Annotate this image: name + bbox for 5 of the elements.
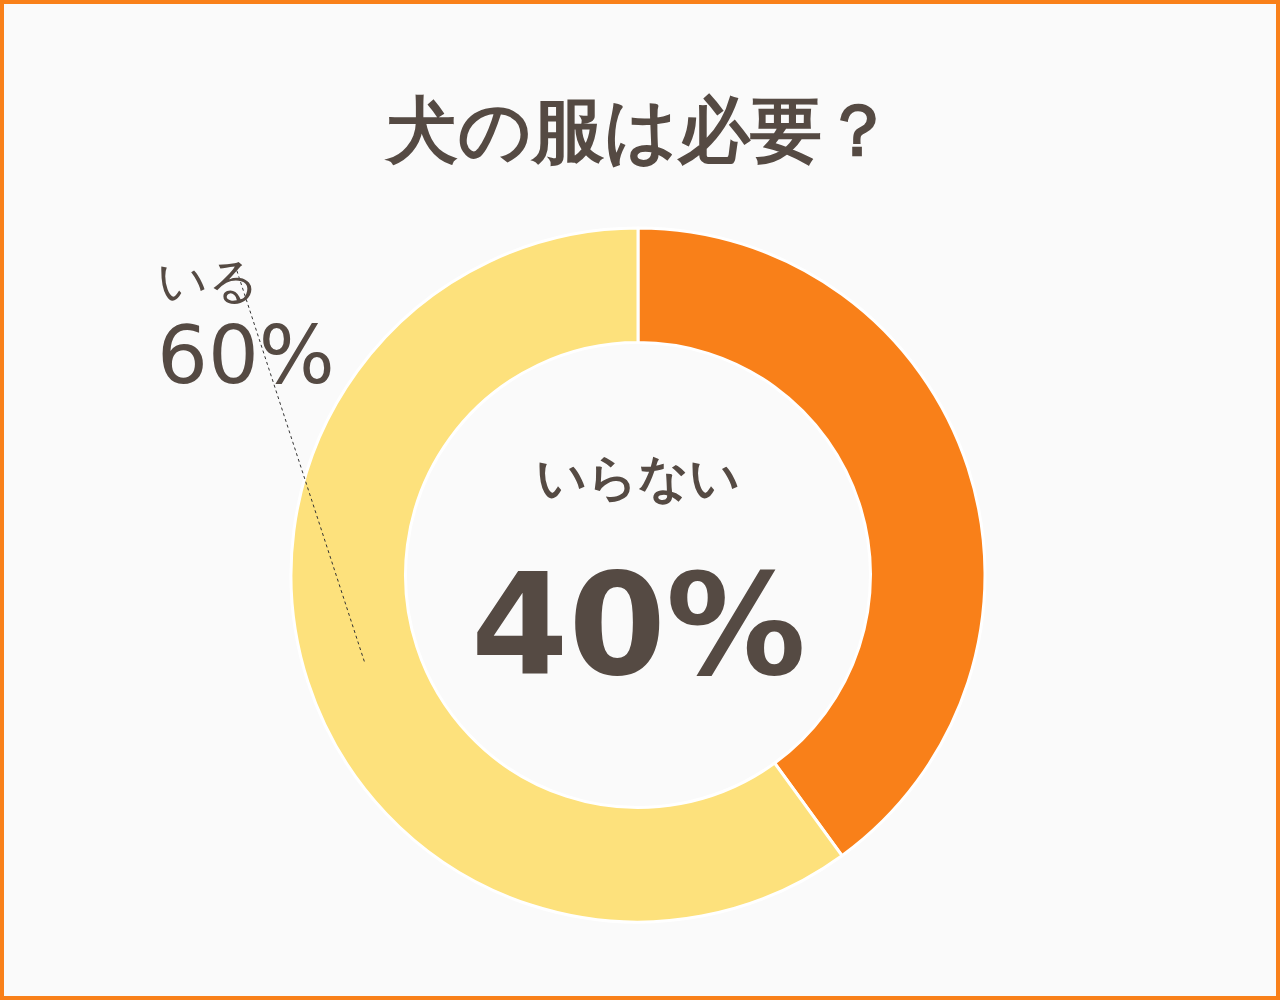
slice-label: いらない [536,449,740,507]
chart-title: 犬の服は必要？ [384,88,894,173]
data-label: 60% [157,309,335,402]
data-label: 40% [471,544,807,707]
slice-label: いる [157,252,259,310]
